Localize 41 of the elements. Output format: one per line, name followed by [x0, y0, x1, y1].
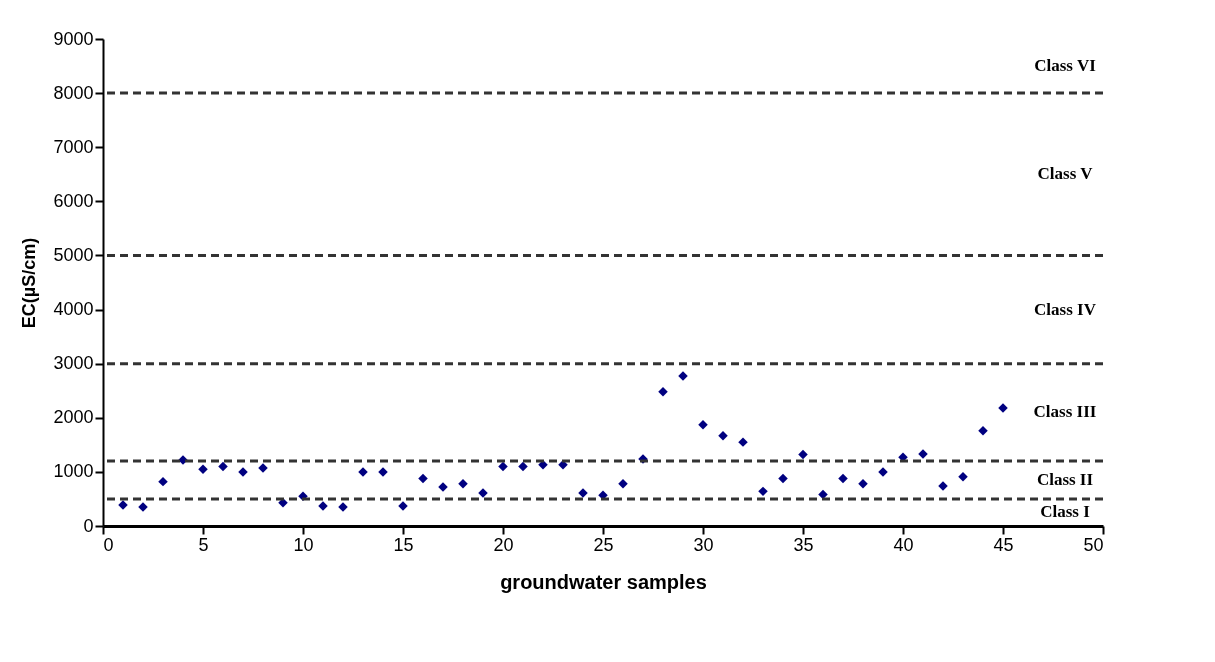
y-tick-label: 6000	[53, 190, 94, 211]
x-tick-label: 30	[693, 534, 714, 555]
y-tick-label: 8000	[53, 82, 94, 103]
x-tick-label: 35	[793, 534, 814, 555]
x-tick-label: 10	[293, 534, 314, 555]
annotation: Class V	[1037, 164, 1094, 184]
x-tick-label: 5	[198, 534, 209, 555]
x-tick-label: 15	[393, 534, 414, 555]
y-tick-label: 2000	[53, 407, 94, 428]
annotation: Class I	[1040, 502, 1091, 522]
point	[418, 473, 428, 484]
x-tick-label: 20	[493, 534, 514, 555]
point	[718, 430, 728, 441]
y-tick-label: 4000	[53, 299, 94, 320]
point	[978, 426, 988, 436]
y-tick-label: 1000	[53, 461, 94, 482]
annotation: Class VI	[1034, 56, 1097, 76]
y-tick-label: 0	[83, 515, 94, 536]
annotation: Class II	[1036, 470, 1094, 490]
point	[838, 473, 848, 484]
y-tick-label: 7000	[53, 136, 94, 157]
x-tick-label: 0	[103, 534, 114, 555]
point	[218, 461, 228, 472]
point	[758, 486, 768, 497]
annotation: Class III	[1033, 402, 1097, 422]
x-axis-title: groundwater samples	[500, 570, 707, 593]
x-tick-label: 40	[893, 534, 914, 555]
point	[518, 461, 528, 472]
point	[498, 461, 508, 472]
point	[958, 472, 968, 482]
x-tick-label: 45	[993, 534, 1014, 555]
y-axis-title: EC(µS/cm)	[19, 237, 40, 329]
y-tick-label: 9000	[53, 28, 94, 49]
point	[798, 449, 808, 460]
x-tick-label: 25	[593, 534, 614, 555]
y-tick-label: 3000	[53, 353, 94, 374]
annotation: Class IV	[1034, 299, 1097, 319]
x-tick-label: 50	[1083, 534, 1104, 555]
point	[158, 476, 168, 487]
point	[778, 473, 788, 484]
y-tick-label: 5000	[53, 244, 94, 265]
